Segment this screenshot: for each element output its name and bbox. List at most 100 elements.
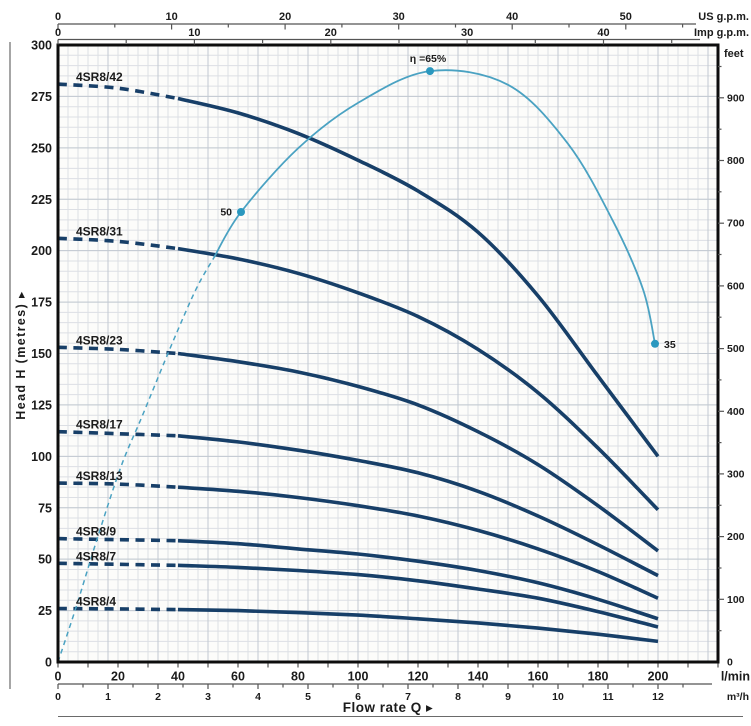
imp-gpm-tick-label: 20 <box>325 27 337 39</box>
imp-gpm-tick-label: 40 <box>597 27 609 39</box>
pump-curve-solid-4sr8-9 <box>177 538 659 621</box>
lmin-tick-label: 20 <box>111 670 125 684</box>
axis-m3h: 0 1 2 3 4 5 6 7 8 9 10 11 12 m³/h <box>55 683 749 703</box>
efficiency-label: η =65% <box>410 53 447 65</box>
m3h-tick-label: 5 <box>305 691 311 703</box>
feet-tick-label: 800 <box>727 155 745 167</box>
metres-tick-label: 125 <box>31 398 52 412</box>
metres-tick-label: 150 <box>31 347 52 361</box>
imp-gpm-unit-label: Imp g.p.m. <box>694 27 749 39</box>
us-gpm-tick-label: 10 <box>165 11 177 23</box>
us-gpm-unit-label: US g.p.m. <box>698 11 749 23</box>
m3h-tick-label: 2 <box>155 691 161 703</box>
m3h-tick-label: 11 <box>602 691 613 703</box>
axis-imp-gpm: 0 10 20 30 40 Imp g.p.m. <box>55 27 749 45</box>
feet-tick-label: 500 <box>727 343 745 355</box>
us-gpm-tick-label: 40 <box>506 11 518 23</box>
pump-curve-4sr8-13 <box>57 481 659 600</box>
curve-label-4sr8-17: 4SR8/17 <box>76 418 123 432</box>
efficiency-point-65 <box>426 67 434 76</box>
m3h-tick-label: 3 <box>205 691 211 703</box>
us-gpm-tick-label: 0 <box>55 11 61 23</box>
pump-curve-4sr8-7 <box>57 561 659 629</box>
m3h-tick-label: 10 <box>552 691 564 703</box>
m3h-tick-label: 8 <box>455 691 461 703</box>
pump-curve-4sr8-17 <box>57 429 659 578</box>
lmin-tick-label: 120 <box>408 670 429 684</box>
metres-tick-label: 175 <box>31 296 52 310</box>
metres-tick-label: 200 <box>31 244 52 258</box>
efficiency-point-50 <box>237 208 245 216</box>
pump-curve-solid-4sr8-17 <box>177 434 659 578</box>
efficiency-point-35 <box>651 339 659 348</box>
efficiency-label: 35 <box>664 339 676 351</box>
pump-curve-solid-4sr8-42 <box>177 96 660 458</box>
grid-major <box>58 45 718 662</box>
curve-label-4sr8-31: 4SR8/31 <box>76 224 123 238</box>
efficiency-label: 50 <box>220 207 232 219</box>
lmin-tick-label: 180 <box>588 670 609 684</box>
us-gpm-tick-label: 20 <box>279 11 291 23</box>
efficiency-curve-dashed <box>57 257 215 663</box>
feet-tick-label: 700 <box>727 218 745 230</box>
feet-unit-label: feet <box>724 48 744 60</box>
axis-feet: 0 100 200 300 400 500 600 700 800 900 feet <box>718 48 745 669</box>
axis-us-gpm: 0 10 20 30 40 50 US g.p.m. <box>55 11 749 30</box>
metres-tick-label: 250 <box>31 141 52 155</box>
efficiency-curve-solid <box>213 69 656 344</box>
lmin-tick-label: 160 <box>528 670 549 684</box>
y-axis-title: Head H (metres) ▸ <box>14 290 28 419</box>
curve-label-4sr8-42: 4SR8/42 <box>76 70 123 84</box>
feet-tick-label: 200 <box>727 531 745 543</box>
m3h-tick-label: 0 <box>55 691 61 703</box>
us-gpm-tick-label: 30 <box>393 11 405 23</box>
axis-lmin: 0 20 40 60 80 100 120 140 160 180 200 l/min <box>55 663 750 684</box>
lmin-tick-label: 140 <box>468 670 489 684</box>
pump-curve-solid-4sr8-13 <box>177 485 659 600</box>
imp-gpm-tick-label: 0 <box>55 27 61 39</box>
curve-label-4sr8-13: 4SR8/13 <box>76 469 123 483</box>
x-axis-title: Flow rate Q ▸ <box>343 700 434 715</box>
us-gpm-tick-label: 50 <box>620 11 632 23</box>
metres-tick-label: 50 <box>38 553 52 567</box>
pump-curve-4sr8-42 <box>57 82 660 458</box>
imp-gpm-tick-label: 30 <box>461 27 473 39</box>
curve-label-4sr8-9: 4SR8/9 <box>76 525 116 539</box>
metres-tick-label: 75 <box>38 501 52 515</box>
curve-label-4sr8-7: 4SR8/7 <box>76 549 116 563</box>
pump-curve-4sr8-31 <box>57 236 660 512</box>
feet-tick-label: 600 <box>727 280 745 292</box>
metres-tick-label: 0 <box>45 656 52 670</box>
feet-tick-label: 0 <box>727 657 733 669</box>
plot-frame <box>56 43 720 664</box>
m3h-tick-label: 4 <box>255 691 261 703</box>
m3h-unit-label: m³/h <box>727 691 749 703</box>
m3h-tick-label: 9 <box>505 691 511 703</box>
m3h-tick-label: 7 <box>405 691 411 703</box>
metres-tick-label: 300 <box>31 39 52 53</box>
axis-head-metres: 0 25 50 75 100 125 150 175 200 225 250 275 300 Head H… <box>14 39 52 670</box>
curve-label-4sr8-23: 4SR8/23 <box>76 333 123 347</box>
pump-curve-4sr8-9 <box>57 536 659 621</box>
feet-tick-label: 400 <box>727 406 745 418</box>
m3h-tick-label: 12 <box>652 691 664 703</box>
lmin-unit-label: l/min <box>721 670 750 684</box>
metres-tick-label: 225 <box>31 193 52 207</box>
feet-tick-label: 100 <box>727 594 745 606</box>
pump-curve-solid-4sr8-31 <box>177 246 660 512</box>
lmin-tick-label: 200 <box>648 670 669 684</box>
pump-curve-solid-4sr8-7 <box>177 563 659 629</box>
m3h-tick-label: 6 <box>355 691 361 703</box>
efficiency-curve <box>57 69 656 663</box>
imp-gpm-tick-label: 10 <box>188 27 200 39</box>
lmin-tick-label: 40 <box>171 670 185 684</box>
lmin-tick-label: 80 <box>291 670 305 684</box>
lmin-tick-label: 0 <box>55 670 62 684</box>
pump-curve-4sr8-23 <box>57 345 660 553</box>
feet-tick-label: 900 <box>727 92 745 104</box>
pump-curves <box>57 82 660 644</box>
pump-curve-solid-4sr8-23 <box>177 351 660 553</box>
pump-curve-4sr8-4 <box>57 606 659 644</box>
